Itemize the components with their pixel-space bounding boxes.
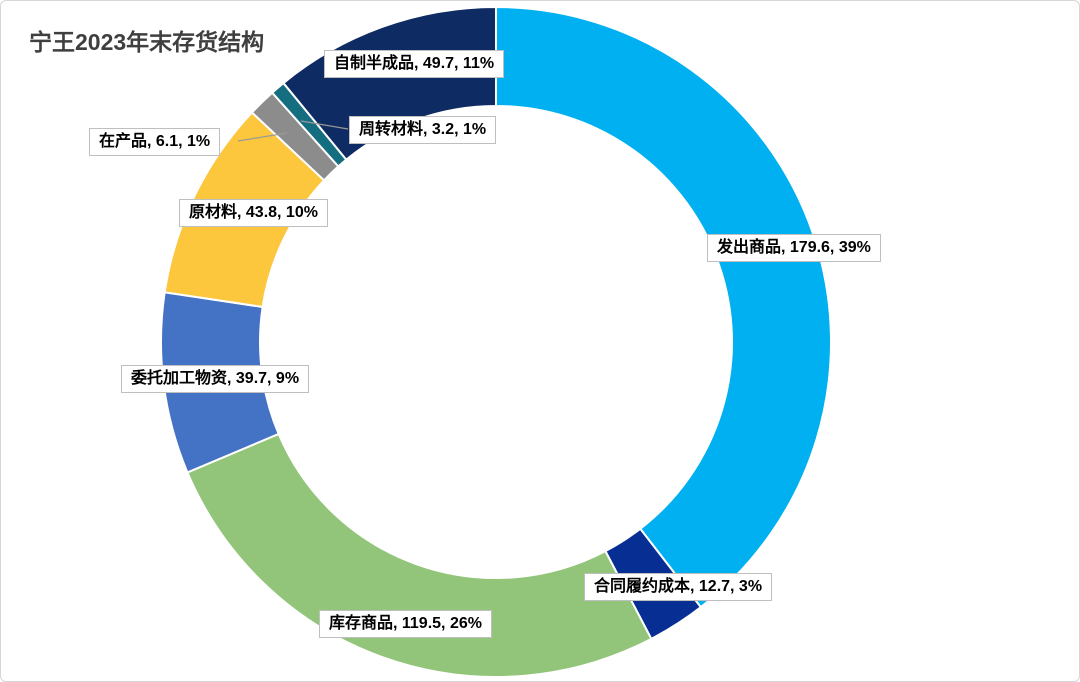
slice-label-raw-materials: 原材料, 43.8, 10% [179,199,328,227]
slice-label-consigned-processing-materials: 委托加工物资, 39.7, 9% [121,365,310,393]
leader-line-turnover-materials [300,120,349,130]
slice-label-turnover-materials: 周转材料, 3.2, 1% [349,116,497,144]
slice-label-contract-performance-cost: 合同履约成本, 12.7, 3% [584,573,773,601]
slice-label-self-made-semi-finished: 自制半成品, 49.7, 11% [324,50,505,78]
donut-slice-0 [495,5,832,609]
slice-label-shipped-goods: 发出商品, 179.6, 39% [707,234,881,262]
chart-title: 宁王2023年末存货结构 [29,29,265,55]
leader-line-work-in-progress [237,132,288,142]
donut-slice-2 [186,432,653,678]
slice-label-inventory-goods: 库存商品, 119.5, 26% [319,610,492,638]
slice-label-work-in-progress: 在产品, 6.1, 1% [89,128,221,156]
